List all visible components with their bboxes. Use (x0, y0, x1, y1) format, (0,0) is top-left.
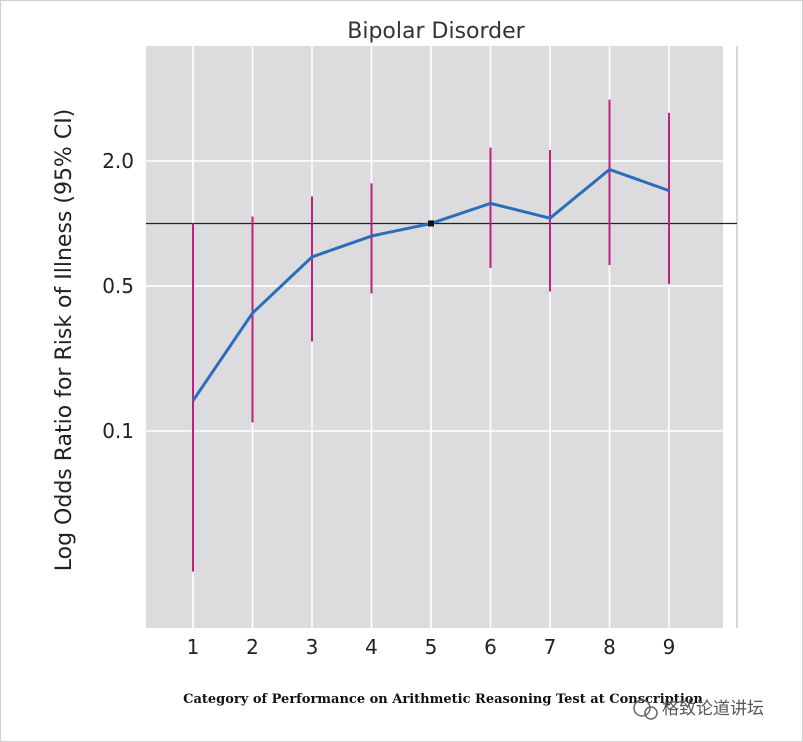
reference-point (428, 220, 434, 227)
watermark: 格致论道讲坛 (633, 699, 764, 720)
y-tick-label: 0.1 (102, 419, 134, 443)
plot-area (146, 46, 723, 628)
y-axis-label: Log Odds Ratio for Risk of Illness (95% … (52, 109, 77, 572)
x-tick-label: 1 (187, 635, 200, 659)
x-tick-label: 5 (425, 635, 438, 659)
x-axis-label: Category of Performance on Arithmetic Re… (183, 692, 703, 707)
wechat-icon (633, 699, 651, 717)
series-line (191, 168, 670, 402)
watermark-text: 格致论道讲坛 (662, 699, 764, 719)
y-tick-label: 0.5 (102, 274, 134, 298)
y-tick-label: 2.0 (102, 149, 134, 173)
x-tick-label: 6 (484, 635, 497, 659)
error-bars (192, 99, 670, 572)
x-tick-label: 8 (603, 635, 616, 659)
y-tick-labels: 0.1 0.5 2.0 (102, 149, 134, 443)
x-tick-label: 7 (544, 635, 557, 659)
chart-title: Bipolar Disorder (347, 19, 525, 44)
x-tick-label: 3 (306, 635, 319, 659)
x-tick-label: 4 (365, 635, 378, 659)
grid (146, 46, 723, 628)
x-tick-label: 2 (246, 635, 259, 659)
x-tick-labels: 1 2 3 4 5 6 7 8 9 (187, 635, 676, 659)
x-tick-label: 9 (663, 635, 676, 659)
wechat-icon-bubble (644, 706, 658, 720)
